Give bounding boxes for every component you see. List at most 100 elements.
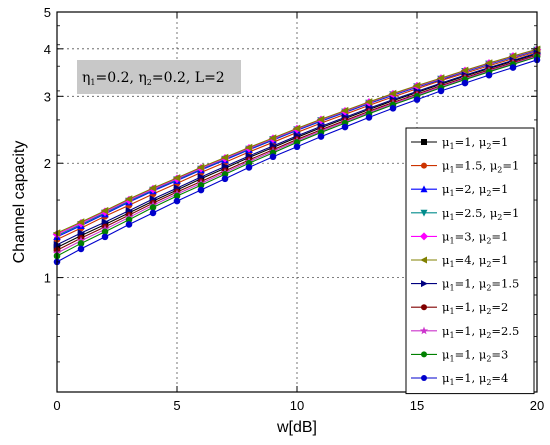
legend-entry: μ1=2, μ2=1 — [411, 182, 508, 198]
label-part: =1, μ — [455, 135, 487, 149]
data-point — [124, 195, 133, 203]
data-point — [412, 81, 421, 90]
data-point — [77, 245, 85, 253]
label-part: μ — [442, 324, 450, 338]
label-part: =1, μ — [455, 371, 487, 385]
label-subscript: 2 — [486, 378, 491, 387]
data-point — [173, 192, 181, 200]
label-subscript: 1 — [449, 142, 454, 151]
data-point — [149, 209, 157, 217]
label-subscript: 1 — [449, 354, 454, 363]
legend-label: μ1=1, μ2=1.5 — [442, 277, 519, 293]
label-part: =1, μ — [455, 300, 487, 314]
label-subscript: 1 — [449, 189, 454, 198]
grid — [57, 12, 537, 392]
x-tick-label: 15 — [410, 398, 424, 413]
label-subscript: 1 — [449, 236, 454, 245]
label-part: μ — [442, 206, 450, 220]
label-part: μ — [442, 277, 450, 291]
data-point — [268, 134, 277, 142]
legend-label: μ1=4, μ2=1 — [442, 253, 508, 269]
data-point — [508, 52, 517, 60]
label-part: =3 — [491, 347, 508, 361]
x-axis-title: w[dB] — [276, 419, 317, 436]
series-6 — [52, 45, 541, 237]
data-point — [269, 153, 277, 161]
data-point — [421, 280, 428, 288]
label-subscript: 2 — [497, 166, 502, 175]
data-point — [436, 74, 445, 82]
label-part: =2, μ — [455, 182, 487, 196]
data-point — [77, 240, 85, 247]
x-tick-label: 10 — [290, 398, 304, 413]
label-part: μ — [442, 135, 450, 149]
data-point — [421, 351, 427, 358]
label-part: μ — [442, 371, 450, 385]
label-part: =2.5, μ — [455, 206, 498, 220]
label-part: =1, μ — [455, 324, 487, 338]
legend-entry: μ1=1, μ2=4 — [411, 371, 508, 387]
legend-label: μ1=1, μ2=2 — [442, 300, 508, 316]
label-part: =0.2, L=2 — [152, 70, 225, 86]
y-tick-label: 3 — [44, 89, 51, 104]
data-point — [100, 206, 109, 215]
data-point — [125, 216, 133, 224]
x-tick-label: 0 — [53, 398, 60, 413]
label-subscript: 1 — [90, 78, 95, 87]
legend-label: μ1=1.5, μ2=1 — [442, 159, 519, 175]
data-point — [173, 197, 181, 205]
y-tick-label: 2 — [44, 156, 51, 171]
data-point — [77, 229, 86, 237]
y-tick-label: 4 — [44, 42, 51, 57]
label-part: =1, μ — [455, 277, 487, 291]
legend-label: μ1=2, μ2=1 — [442, 182, 508, 198]
legend-entry: μ1=1, μ2=1.5 — [411, 277, 519, 293]
label-part: =1 — [502, 206, 519, 220]
label-subscript: 2 — [486, 142, 491, 151]
legend-entry: μ1=3, μ2=1 — [411, 229, 508, 245]
y-axis-title: Channel capacity — [11, 141, 28, 264]
label-part: η — [82, 70, 90, 86]
label-subscript: 1 — [449, 378, 454, 387]
data-point — [485, 71, 493, 79]
data-point — [76, 218, 85, 226]
label-subscript: 2 — [486, 354, 491, 363]
data-point — [148, 184, 157, 192]
data-point — [340, 106, 349, 115]
label-subscript: 2 — [147, 78, 152, 87]
legend-label: μ1=1, μ2=1 — [442, 135, 508, 151]
data-point — [293, 143, 301, 151]
legend-label: μ1=3, μ2=1 — [442, 229, 508, 245]
label-part: =4 — [491, 371, 508, 385]
label-part: =2 — [491, 300, 508, 314]
label-part: =1 — [491, 182, 508, 196]
data-point — [317, 133, 325, 140]
label-subscript: 1 — [449, 307, 454, 316]
data-point — [388, 89, 397, 98]
data-point — [421, 139, 427, 145]
legend-label: μ1=1, μ2=4 — [442, 371, 508, 387]
axis-ticks: 0 5 10 15 20 1 2 3 4 5 — [44, 5, 544, 413]
legend-entry: μ1=1, μ2=2 — [411, 300, 508, 316]
label-subscript: 1 — [449, 331, 454, 340]
data-point — [197, 186, 205, 194]
legend-label: μ1=1, μ2=2.5 — [442, 324, 519, 340]
data-point — [196, 163, 205, 172]
y-tick-label: 5 — [44, 5, 51, 20]
data-point — [245, 164, 253, 171]
y-tick-label: 1 — [44, 271, 51, 286]
label-subscript: 1 — [449, 166, 454, 175]
data-point — [292, 124, 301, 133]
legend-entry: μ1=1, μ2=2.5 — [411, 324, 519, 340]
label-part: =1 — [491, 253, 508, 267]
legend-entry: μ1=1, μ2=3 — [411, 347, 508, 363]
label-part: μ — [442, 347, 450, 361]
data-point — [421, 375, 427, 381]
x-tick-label: 20 — [530, 398, 544, 413]
data-point — [460, 66, 469, 75]
legend-entry: μ1=1, μ2=1 — [411, 135, 508, 151]
label-subscript: 2 — [497, 213, 502, 222]
data-point — [220, 153, 229, 162]
data-point — [413, 96, 421, 103]
label-part: μ — [442, 159, 450, 173]
